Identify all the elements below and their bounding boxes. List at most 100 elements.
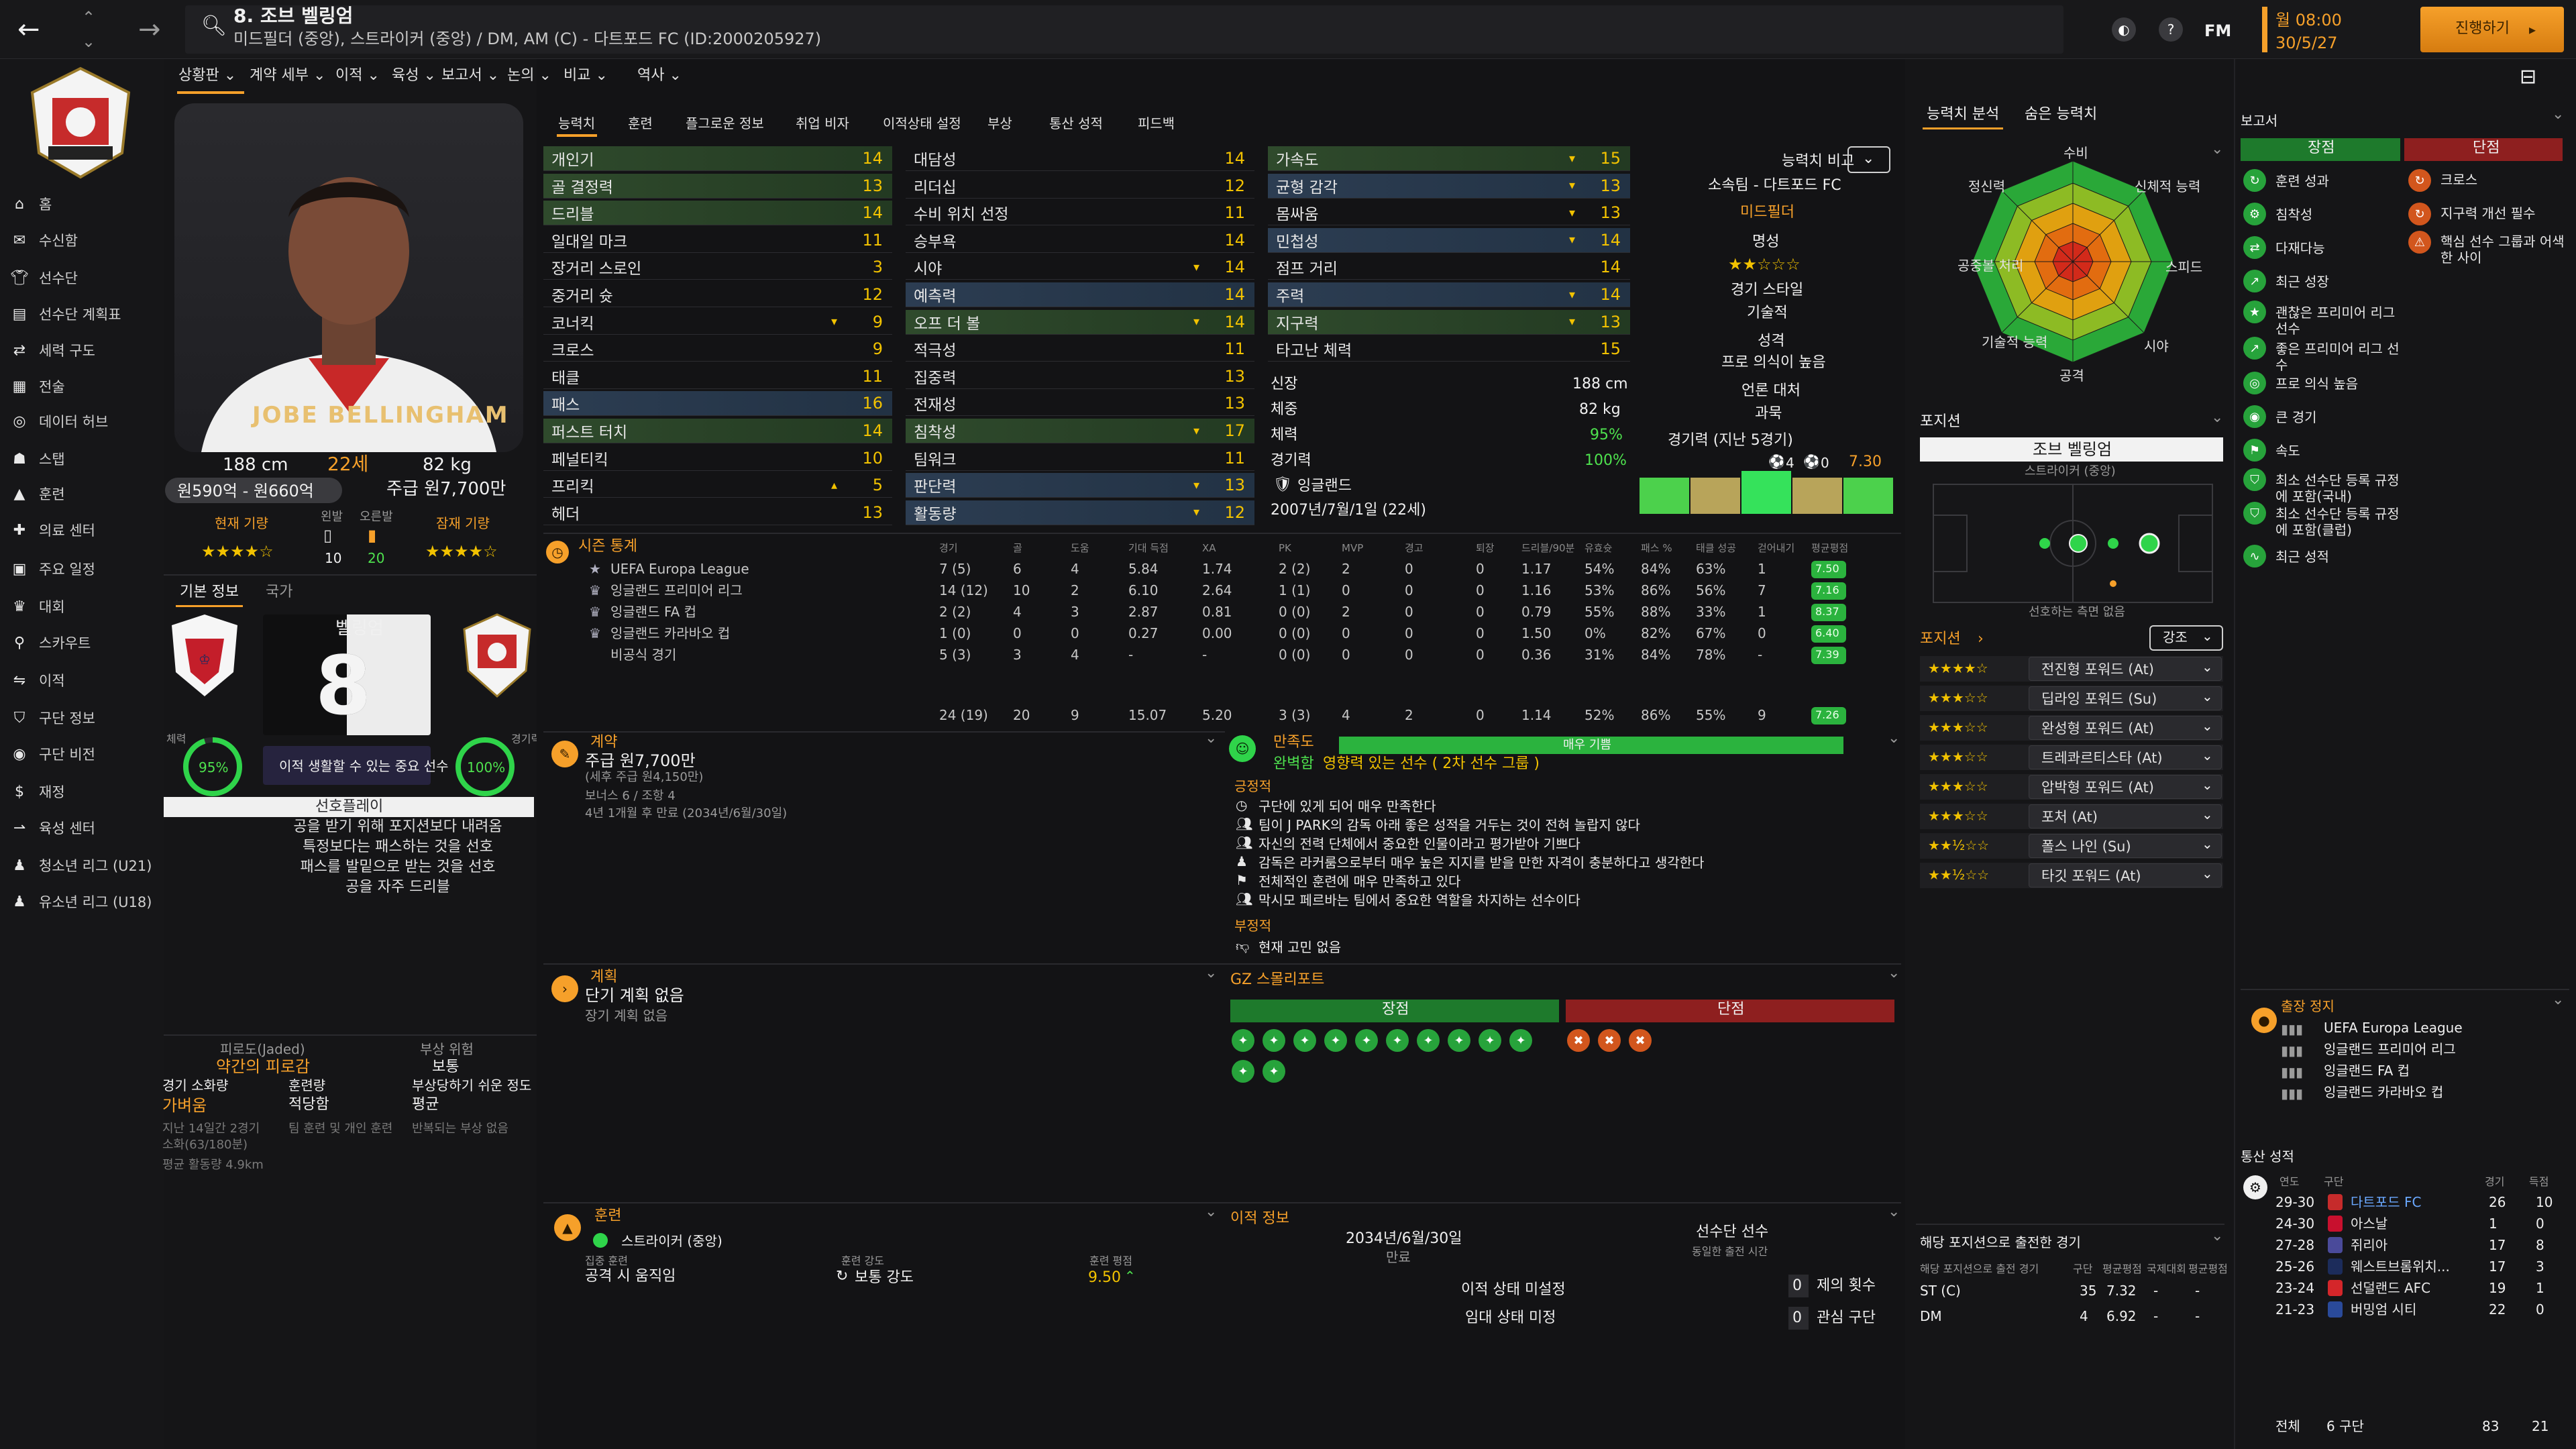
tab-4[interactable]: 이적상태 설정 <box>883 115 961 131</box>
positions-chevron-icon[interactable]: ⌄ <box>2211 409 2224 426</box>
down-chevron-icon[interactable]: ⌄ <box>82 32 96 51</box>
role-select[interactable]: 포처 (At) <box>2029 804 2222 828</box>
continue-button[interactable] <box>2420 7 2564 52</box>
compare-dropdown[interactable] <box>1847 146 1890 173</box>
search-icon[interactable]: 🔍︎ <box>201 14 227 38</box>
season-cell: 7 (5) <box>939 561 971 577</box>
role-select[interactable]: 타깃 포워드 (At) <box>2029 863 2222 888</box>
sidebar-item-15[interactable]: ◉ 구단 비전 <box>11 738 161 770</box>
tab-5[interactable]: 부상 <box>987 115 1012 131</box>
sidebar-item-8[interactable]: ▲ 훈련 <box>11 478 161 510</box>
happiness-title[interactable]: 만족도 <box>1273 734 1314 751</box>
tab-7[interactable]: 피드백 <box>1138 115 1175 131</box>
competition-icon: ♛ <box>589 604 601 620</box>
sidebar-item-19[interactable]: ♟ 유소년 리그 (U18) <box>11 885 161 918</box>
role-select[interactable]: 압박형 포워드 (At) <box>2029 775 2222 799</box>
sidebar-item-2[interactable]: 👕︎ 선수단 <box>10 262 161 294</box>
back-arrow-icon[interactable]: ← <box>17 14 40 45</box>
england-crest-icon[interactable]: ♔ <box>168 612 241 699</box>
sidebar-item-12[interactable]: ⚲ 스카우트 <box>11 627 161 659</box>
tab-nation[interactable]: 국가 <box>266 584 293 600</box>
tab-attr-analysis[interactable]: 능력치 분석 <box>1927 106 2000 123</box>
sidebar-item-1[interactable]: ✉ 수신함 <box>11 224 161 256</box>
sidebar-item-0[interactable]: ⌂ 홈 <box>11 188 161 220</box>
contract-title[interactable]: 계약 <box>590 734 618 751</box>
sidebar-item-14[interactable]: ⛉ 구단 정보 <box>11 702 161 734</box>
forward-arrow-icon[interactable]: → <box>138 14 161 45</box>
role-select[interactable]: 완성형 포워드 (At) <box>2029 716 2222 740</box>
training-chevron-icon[interactable]: ⌄ <box>1205 1203 1218 1220</box>
tab-3[interactable]: 취업 비자 <box>796 115 849 131</box>
divider <box>543 1202 1901 1203</box>
training-title[interactable]: 훈련 <box>594 1208 622 1224</box>
search-bar[interactable] <box>185 5 2063 54</box>
offers-label: 제의 횟수 <box>1817 1277 1876 1294</box>
style-label: 경기 스타일 <box>1731 282 1804 299</box>
sidebar-item-7[interactable]: ☗ 스탭 <box>11 443 161 475</box>
sidebar-item-17[interactable]: ⇀ 육성 센터 <box>11 812 161 844</box>
load-note2: 소화(63/180분) <box>162 1138 248 1152</box>
happiness-item: 자신의 전력 단체에서 중요한 인물이라고 평가받아 기쁘다 <box>1258 836 1580 852</box>
layout-toggle-icon[interactable]: ⊟ <box>2520 65 2537 89</box>
sidebar-item-4[interactable]: ⇄ 세력 구도 <box>11 334 161 366</box>
season-total-cell: 20 <box>1013 707 1030 723</box>
role-select[interactable]: 전진형 포워드 (At) <box>2029 657 2222 681</box>
plan-chevron-icon[interactable]: ⌄ <box>1205 965 1218 981</box>
club-crest-icon[interactable] <box>28 66 133 180</box>
happiness-chevron-icon[interactable]: ⌄ <box>1888 730 1900 747</box>
career-club[interactable]: 다트포드 FC <box>2351 1194 2422 1210</box>
globe-icon[interactable]: ◐ <box>2112 17 2136 42</box>
sidebar-item-11[interactable]: ♛ 대회 <box>11 590 161 623</box>
sidebar-item-5[interactable]: ▦ 전술 <box>11 370 161 402</box>
transfer-chevron-icon[interactable]: ⌄ <box>1888 1203 1900 1220</box>
contract-chevron-icon[interactable]: ⌄ <box>1205 730 1218 747</box>
menu-item-2[interactable]: 이적 ⌄ <box>335 67 380 84</box>
sidebar-item-13[interactable]: ⇋ 이적 <box>11 664 161 696</box>
sidebar-item-3[interactable]: ▤ 선수단 계획표 <box>11 298 161 330</box>
report-chevron-icon[interactable]: ⌄ <box>2552 106 2565 123</box>
sidebar-item-9[interactable]: ✚ 의료 센터 <box>11 514 161 546</box>
sidebar-item-18[interactable]: ♟ 청소년 리그 (U21) <box>11 849 161 881</box>
menu-item-3[interactable]: 육성 ⌄ <box>392 67 436 84</box>
analysis-chevron-icon[interactable]: ⌄ <box>2211 141 2224 158</box>
gz-chevron-icon[interactable]: ⌄ <box>1888 965 1900 981</box>
career-club-crest-icon <box>2328 1258 2343 1275</box>
tab-0[interactable]: 능력치 <box>558 115 596 131</box>
menu-item-4[interactable]: 보고서 ⌄ <box>441 67 500 84</box>
up-chevron-icon[interactable]: ⌃ <box>82 8 96 27</box>
tab-basic-info[interactable]: 기본 정보 <box>180 584 239 600</box>
role-select[interactable]: 트레콰르티스타 (At) <box>2029 745 2222 769</box>
attr-row: 전재성 13 <box>906 391 1254 417</box>
season-cell: 4 <box>1071 561 1079 577</box>
season-title[interactable]: 시즌 통계 <box>578 538 637 555</box>
sidebar-item-10[interactable]: ▣ 주요 일정 <box>11 553 161 585</box>
suspension-chevron-icon[interactable]: ⌄ <box>2552 991 2565 1008</box>
radar-label: 공격 <box>2059 368 2084 384</box>
sidebar-item-16[interactable]: $ 재정 <box>11 775 161 808</box>
menu-item-7[interactable]: 역사 ⌄ <box>637 67 682 84</box>
pos-apps-chevron-icon[interactable]: ⌄ <box>2211 1228 2224 1244</box>
help-icon[interactable]: ? <box>2159 17 2183 42</box>
menu-item-5[interactable]: 논의 ⌄ <box>507 67 551 84</box>
roles-sort-dropdown[interactable] <box>2149 625 2223 651</box>
attr-name: 태클 <box>551 369 580 387</box>
role-select[interactable]: 딥라잉 포워드 (Su) <box>2029 686 2222 710</box>
divider <box>543 533 1901 534</box>
club-crest-small-icon[interactable] <box>460 612 534 699</box>
sidebar-item-label: 주요 일정 <box>39 561 95 578</box>
gz-title[interactable]: GZ 스몰리포트 <box>1230 971 1325 988</box>
transfer-title[interactable]: 이적 정보 <box>1230 1210 1289 1227</box>
tab-1[interactable]: 훈련 <box>628 115 653 131</box>
tab-hidden-attr[interactable]: 숨은 능력치 <box>2025 106 2098 123</box>
menu-item-0[interactable]: 상황판 ⌄ <box>178 67 237 84</box>
menu-item-1[interactable]: 계약 세부 ⌄ <box>250 67 326 84</box>
plan-title[interactable]: 계획 <box>590 969 618 985</box>
menu-item-6[interactable]: 비교 ⌄ <box>564 67 608 84</box>
tab-6[interactable]: 통산 성적 <box>1049 115 1103 131</box>
role-select[interactable]: 폴스 나인 (Su) <box>2029 834 2222 858</box>
sidebar-item-6[interactable]: ◎ 데이터 허브 <box>11 405 161 437</box>
attr-row: 가속도 15 ▾ <box>1268 146 1630 171</box>
attribute-radar-chart <box>1972 160 2174 363</box>
fm-logo[interactable]: FM <box>2204 21 2232 40</box>
tab-2[interactable]: 플그로운 정보 <box>686 115 764 131</box>
